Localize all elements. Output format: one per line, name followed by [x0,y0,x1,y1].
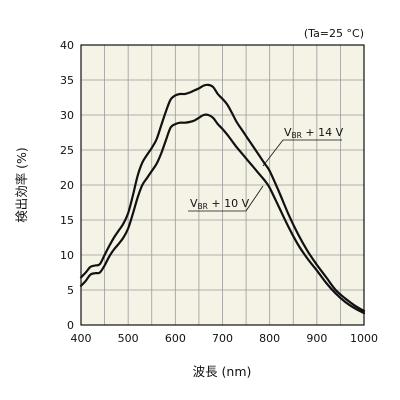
series-line-1 [79,113,366,315]
y-axis-title: 検出効率 (%) [14,147,29,223]
x-tick-label: 900 [306,332,327,345]
x-tick-label: 700 [212,332,233,345]
plot-frame [80,44,365,326]
x-tick-label: 500 [118,332,139,345]
x-tick-label: 400 [71,332,92,345]
annotations: VBR + 14 V VBR + 10 V [188,126,344,212]
x-tick-label: 600 [165,332,186,345]
x-tick-label: 800 [259,332,280,345]
y-tick-label: 25 [60,144,74,157]
y-tick-label: 35 [60,74,74,87]
y-tick-label: 20 [60,179,74,192]
series-lines [79,83,366,315]
x-axis-title: 波長 (nm) [193,364,252,379]
annotation-leader-line [262,139,284,167]
y-tick-label: 5 [67,284,74,297]
y-tick-label: 30 [60,109,74,122]
y-tick-label: 40 [60,39,74,52]
series-label-0: VBR + 14 V [284,126,344,140]
series-line-0 [79,83,366,313]
y-tick-label: 10 [60,249,74,262]
axis-ticks: 400 500 600 700 800 900 1000 0 5 10 15 20 25 30 35 40 [60,39,378,345]
condition-label: (Ta=25 °C) [304,27,364,40]
grid [81,45,364,325]
x-tick-label: 1000 [350,332,378,345]
series-label-1: VBR + 10 V [190,197,250,211]
y-tick-label: 15 [60,214,74,227]
y-tick-label: 0 [67,319,74,332]
annotation-leader-line [245,185,264,212]
